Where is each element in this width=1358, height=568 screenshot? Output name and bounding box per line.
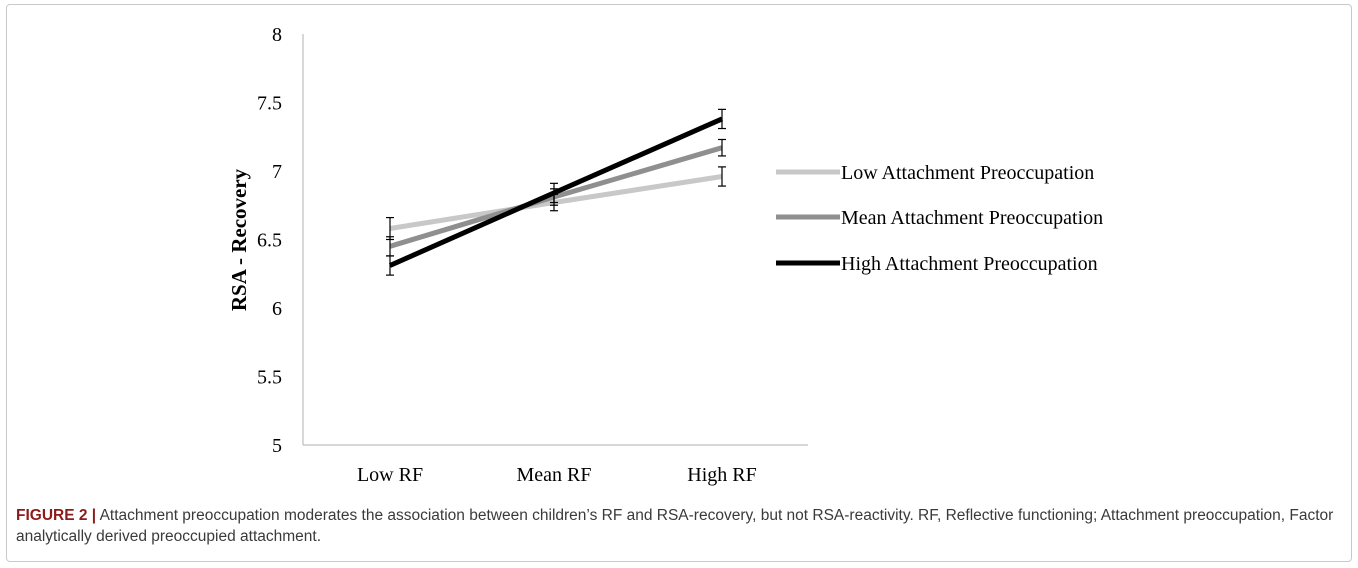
x-tick-label: High RF: [687, 464, 756, 486]
y-axis-label: RSA - Recovery: [227, 168, 251, 311]
x-tick-labels: Low RF Mean RF High RF: [357, 464, 757, 486]
series-lines: [388, 116, 724, 268]
y-tick-label: 5: [272, 435, 282, 457]
x-tick-label: Low RF: [357, 464, 423, 486]
y-tick-label: 8: [272, 24, 282, 46]
legend: Low Attachment Preoccupation Mean Attachm…: [776, 162, 1103, 275]
error-bars: [386, 108, 726, 276]
legend-label: High Attachment Preoccupation: [841, 253, 1098, 275]
series-line-1: [389, 145, 723, 249]
legend-label: Low Attachment Preoccupation: [841, 162, 1094, 184]
y-tick-label: 5.5: [257, 367, 282, 389]
caption-text: Attachment preoccupation moderates the a…: [16, 507, 1334, 545]
figure-frame: [6, 4, 1352, 562]
axes: [302, 34, 808, 446]
y-tick-label: 6.5: [257, 230, 282, 252]
series-line-2: [388, 116, 724, 268]
y-tick-labels: 5 5.5 6 6.5 7 7.5 8: [257, 24, 282, 457]
figure-label: FIGURE 2 |: [16, 507, 97, 524]
y-tick-label: 6: [272, 298, 282, 320]
figure-caption: FIGURE 2 | Attachment preoccupation mode…: [16, 505, 1336, 547]
x-tick-label: Mean RF: [517, 464, 592, 486]
legend-label: Mean Attachment Preoccupation: [841, 207, 1103, 229]
y-tick-label: 7.5: [257, 93, 282, 115]
y-tick-label: 7: [272, 161, 282, 183]
line-chart: 5 5.5 6 6.5 7 7.5 8 Low RF Mean RF High RF RSA -…: [227, 24, 1103, 486]
